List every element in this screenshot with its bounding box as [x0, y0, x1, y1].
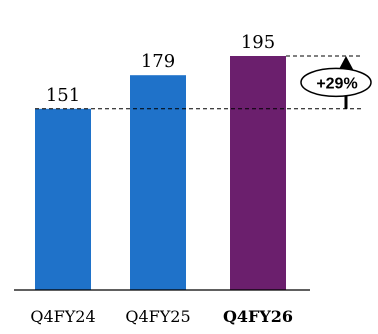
- tick-label-q4fy24: Q4FY24: [30, 307, 95, 326]
- tick-label-q4fy25: Q4FY25: [125, 307, 190, 326]
- bars-group: [35, 56, 286, 290]
- growth-ellipse: [300, 67, 372, 98]
- bar-q4fy24: [35, 108, 91, 290]
- tick-label-q4fy26: Q4FY26: [223, 307, 293, 326]
- tick-labels-group: Q4FY24 Q4FY25 Q4FY26: [30, 307, 293, 326]
- value-label-q4fy24: 151: [46, 85, 80, 106]
- value-label-q4fy26: 195: [241, 32, 275, 53]
- bar-q4fy26: [230, 56, 286, 290]
- growth-arrow-head: [338, 56, 354, 71]
- value-label-q4fy25: 179: [141, 51, 175, 72]
- bar-q4fy25: [130, 75, 186, 290]
- growth-label: +29%: [316, 75, 357, 92]
- growth-annotation: +29%: [35, 55, 372, 110]
- value-labels-group: 151 179 195: [46, 32, 275, 106]
